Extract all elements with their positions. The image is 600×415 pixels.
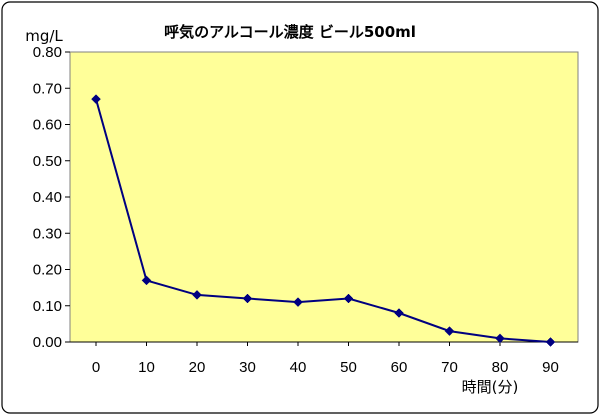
x-tick-label: 40: [290, 359, 307, 376]
x-tick-label: 70: [441, 359, 458, 376]
y-tick-label: 0.00: [33, 334, 62, 351]
y-tick-label: 0.10: [33, 298, 62, 315]
data-point: [141, 275, 152, 286]
x-tick-label: 30: [239, 359, 256, 376]
x-tick-label: 90: [542, 359, 559, 376]
x-tick-label: 50: [340, 359, 357, 376]
x-axis: 0 10 20 30 40 50 60 70 80 90: [70, 341, 578, 376]
y-axis-label: mg/L: [25, 27, 63, 45]
y-tick-label: 0.30: [33, 225, 62, 242]
x-axis-label: 時間(分): [462, 378, 519, 396]
series-layer: [91, 94, 556, 347]
plot-area: [69, 51, 579, 343]
y-tick-label: 0.40: [33, 189, 62, 206]
data-point: [192, 290, 202, 300]
data-point: [343, 293, 354, 304]
data-point: [495, 333, 505, 344]
y-tick-label: 0.60: [33, 117, 62, 134]
y-tick-label: 0.50: [33, 153, 62, 170]
data-point: [242, 293, 253, 304]
data-point: [293, 297, 303, 307]
x-tick-label: 20: [189, 359, 206, 376]
chart-title: 呼気のアルコール濃度 ビール500ml: [164, 23, 416, 41]
x-tick-label: 80: [492, 359, 509, 376]
data-point: [444, 326, 455, 336]
data-point: [394, 308, 404, 318]
series-line: [95, 98, 551, 343]
y-tick-label: 0.70: [33, 80, 62, 97]
y-tick-label: 0.20: [33, 262, 62, 279]
data-point: [91, 94, 101, 104]
y-axis: 0.00 0.10 0.20 0.30 0.40 0.50 0.60 0.70 0.80: [33, 44, 70, 351]
x-tick-label: 0: [92, 359, 100, 376]
data-point: [545, 337, 556, 347]
y-tick-label: 0.80: [33, 44, 62, 61]
x-tick-label: 60: [391, 359, 408, 376]
x-tick-label: 10: [138, 359, 155, 376]
